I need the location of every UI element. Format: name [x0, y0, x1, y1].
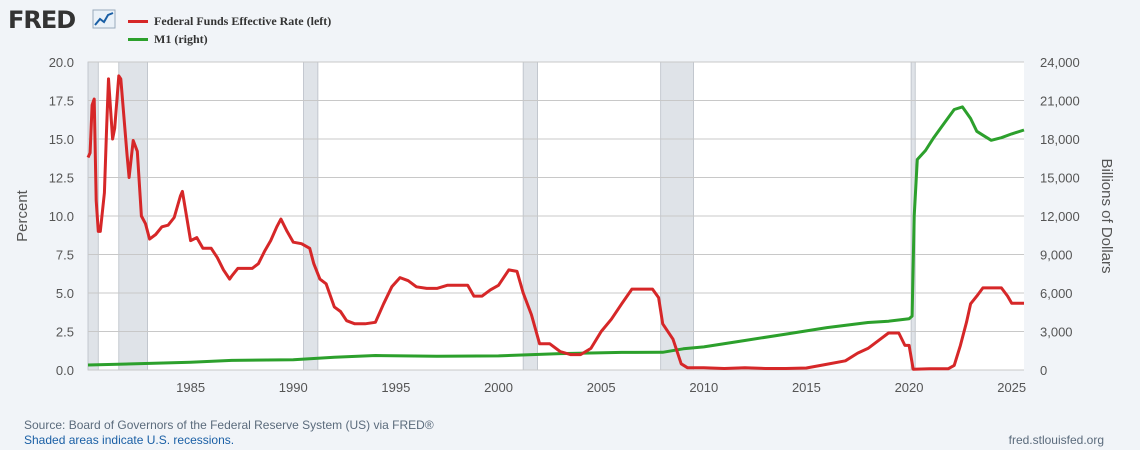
y-right-tick-label: 3,000: [1040, 325, 1073, 340]
y-right-tick-label: 6,000: [1040, 286, 1073, 301]
legend-item-m1[interactable]: M1 (right): [128, 30, 331, 48]
y-left-tick-label: 5.0: [56, 286, 74, 301]
axis-labels: 0.0 0 2.5 3,000 5.0 6,000 7.5 9,000 10.0 12,000 12…: [14, 55, 1115, 395]
x-tick-label: 2010: [689, 380, 718, 395]
recession-note[interactable]: Shaded areas indicate U.S. recessions.: [24, 433, 235, 447]
legend-swatch-m1: [128, 37, 148, 41]
y-left-tick-label: 7.5: [56, 248, 74, 263]
x-tick-label: 1990: [279, 380, 308, 395]
fedfunds-line: [86, 74, 1024, 371]
legend-label-fedfunds: Federal Funds Effective Rate (left): [154, 13, 332, 28]
x-tick-label: 2015: [792, 380, 821, 395]
y-right-tick-label: 21,000: [1040, 94, 1080, 109]
y-right-tick-label: 0: [1040, 363, 1047, 378]
y-right-tick-label: 12,000: [1040, 209, 1080, 224]
y-right-tick-label: 9,000: [1040, 248, 1073, 263]
y-right-tick-label: 15,000: [1040, 171, 1080, 186]
y-right-axis-label: Billions of Dollars: [1098, 158, 1115, 273]
y-left-tick-label: 15.0: [49, 132, 74, 147]
y-left-tick-label: 17.5: [49, 94, 74, 109]
legend: Federal Funds Effective Rate (left) M1 (…: [128, 12, 331, 48]
y-left-axis-label: Percent: [14, 189, 31, 242]
y-left-tick-label: 2.5: [56, 325, 74, 340]
y-right-tick-label: 18,000: [1040, 132, 1080, 147]
y-left-tick-label: 0.0: [56, 363, 74, 378]
x-tick-label: 1985: [176, 380, 205, 395]
x-tick-label: 2005: [587, 380, 616, 395]
chart-area[interactable]: 0.0 0 2.5 3,000 5.0 6,000 7.5 9,000 10.0 12,000 12…: [0, 0, 1140, 410]
grid-lines: [88, 61, 1024, 371]
x-tick-label: 2000: [484, 380, 513, 395]
y-left-tick-label: 20.0: [49, 55, 74, 70]
x-tick-label: 1995: [381, 380, 410, 395]
fred-logo[interactable]: FRED: [8, 6, 76, 34]
legend-swatch-fedfunds: [128, 19, 148, 23]
x-tick-label: 2025: [997, 380, 1026, 395]
x-tick-label: 2020: [895, 380, 924, 395]
series-layer: [86, 74, 1025, 371]
line-chart-icon: [92, 9, 116, 29]
y-right-tick-label: 24,000: [1040, 55, 1080, 70]
legend-item-fedfunds[interactable]: Federal Funds Effective Rate (left): [128, 12, 331, 30]
y-left-tick-label: 12.5: [49, 171, 74, 186]
source-note: Source: Board of Governors of the Federa…: [24, 418, 434, 432]
y-left-tick-label: 10.0: [49, 209, 74, 224]
m1-line: [87, 105, 1025, 367]
source-url[interactable]: fred.stlouisfed.org: [1008, 433, 1104, 447]
legend-label-m1: M1 (right): [154, 31, 208, 46]
